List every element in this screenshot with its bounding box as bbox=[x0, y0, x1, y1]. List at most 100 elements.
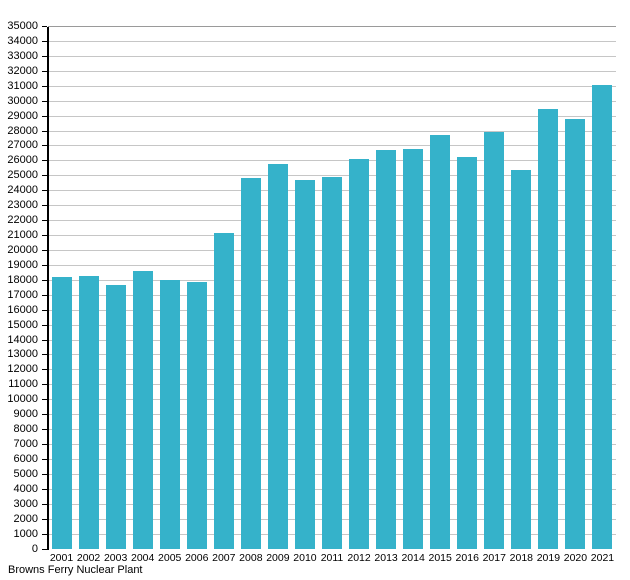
y-tick-label-2000: 2000 bbox=[13, 512, 38, 525]
y-tick-mark-22000 bbox=[42, 220, 47, 222]
bar-2006 bbox=[186, 281, 207, 549]
y-tick-label-7000: 7000 bbox=[13, 438, 38, 450]
bar-2003 bbox=[105, 284, 126, 549]
y-tick-label-3000: 3000 bbox=[13, 497, 38, 510]
gridline-31000 bbox=[48, 85, 616, 87]
y-tick-mark-2000 bbox=[42, 518, 47, 520]
y-tick-mark-8000 bbox=[42, 429, 47, 431]
bar-2010 bbox=[294, 179, 315, 549]
y-tick-mark-21000 bbox=[42, 235, 47, 236]
y-tick-mark-26000 bbox=[42, 160, 47, 162]
y-tick-mark-16000 bbox=[42, 309, 47, 311]
x-tick-label-2016: 2016 bbox=[455, 552, 479, 564]
gridline-34000 bbox=[48, 40, 616, 42]
y-tick-mark-13000 bbox=[42, 354, 47, 356]
y-tick-mark-0 bbox=[42, 548, 47, 550]
y-tick-label-11000: 11000 bbox=[8, 378, 38, 391]
y-tick-label-8000: 8000 bbox=[13, 423, 38, 436]
y-tick-mark-28000 bbox=[42, 130, 47, 132]
y-tick-label-16000: 16000 bbox=[7, 303, 38, 316]
bar-2013 bbox=[376, 150, 397, 549]
bar-2015 bbox=[430, 134, 451, 549]
y-tick-mark-35000 bbox=[42, 26, 47, 27]
bar-2021 bbox=[592, 84, 613, 549]
y-tick-label-28000: 28000 bbox=[7, 124, 38, 137]
x-tick-label-2007: 2007 bbox=[212, 552, 236, 564]
y-tick-mark-24000 bbox=[42, 190, 47, 192]
y-tick-label-18000: 18000 bbox=[7, 273, 38, 286]
gridline-32000 bbox=[48, 70, 616, 72]
bar-2011 bbox=[322, 177, 342, 549]
bar-2018 bbox=[511, 169, 532, 549]
y-tick-mark-4000 bbox=[42, 488, 47, 490]
gridline-35000 bbox=[48, 26, 616, 27]
x-tick-label-2008: 2008 bbox=[239, 552, 263, 564]
y-tick-label-13000: 13000 bbox=[7, 348, 38, 361]
y-tick-label-24000: 24000 bbox=[7, 184, 38, 197]
gridline-27000 bbox=[48, 145, 616, 147]
x-tick-label-2021: 2021 bbox=[590, 552, 615, 564]
y-tick-label-26000: 26000 bbox=[7, 154, 38, 167]
y-tick-mark-1000 bbox=[42, 533, 47, 535]
y-tick-label-6000: 6000 bbox=[13, 452, 38, 465]
y-tick-label-14000: 14000 bbox=[7, 333, 38, 346]
y-tick-mark-11000 bbox=[42, 384, 47, 386]
y-tick-label-27000: 27000 bbox=[7, 139, 38, 152]
y-tick-label-17000: 17000 bbox=[7, 288, 38, 301]
y-tick-label-25000: 25000 bbox=[7, 169, 38, 182]
y-tick-mark-30000 bbox=[42, 100, 47, 102]
bar-2002 bbox=[78, 275, 99, 549]
bar-2008 bbox=[240, 178, 261, 549]
bar-2009 bbox=[267, 163, 288, 549]
y-tick-label-35000: 35000 bbox=[7, 20, 38, 32]
x-tick-label-2005: 2005 bbox=[158, 552, 182, 564]
y-tick-label-29000: 29000 bbox=[7, 109, 38, 122]
y-tick-label-19000: 19000 bbox=[7, 258, 38, 271]
gridline-29000 bbox=[48, 115, 616, 117]
y-tick-label-34000: 34000 bbox=[7, 34, 38, 47]
y-tick-label-21000: 21000 bbox=[7, 229, 38, 241]
x-tick-label-2012: 2012 bbox=[347, 552, 371, 564]
y-tick-mark-10000 bbox=[42, 399, 47, 401]
x-tick-label-2001: 2001 bbox=[49, 552, 74, 564]
bar-2017 bbox=[484, 132, 505, 549]
x-tick-label-2010: 2010 bbox=[293, 552, 317, 564]
bar-2019 bbox=[538, 108, 559, 549]
y-tick-label-32000: 32000 bbox=[7, 64, 38, 77]
y-tick-mark-20000 bbox=[42, 249, 47, 251]
y-tick-label-20000: 20000 bbox=[7, 243, 38, 256]
y-tick-label-0: 0 bbox=[31, 542, 38, 555]
x-tick-label-2013: 2013 bbox=[374, 552, 398, 564]
bar-2001 bbox=[51, 277, 72, 549]
x-tick-label-2014: 2014 bbox=[401, 552, 425, 564]
bar-2014 bbox=[403, 148, 424, 549]
bar-2020 bbox=[565, 119, 586, 549]
y-tick-label-23000: 23000 bbox=[7, 199, 38, 212]
x-tick-label-2015: 2015 bbox=[428, 552, 452, 564]
x-tick-label-2006: 2006 bbox=[185, 552, 209, 564]
y-tick-mark-29000 bbox=[42, 115, 47, 117]
bar-2016 bbox=[457, 157, 478, 549]
y-tick-label-5000: 5000 bbox=[13, 467, 38, 480]
y-tick-label-33000: 33000 bbox=[7, 49, 38, 62]
y-axis-spine bbox=[47, 26, 49, 550]
y-tick-mark-32000 bbox=[42, 70, 47, 72]
y-tick-mark-14000 bbox=[42, 339, 47, 341]
x-tick-label-2019: 2019 bbox=[536, 552, 561, 564]
gridline-28000 bbox=[48, 130, 616, 132]
y-tick-mark-15000 bbox=[42, 324, 47, 326]
y-tick-label-10000: 10000 bbox=[7, 393, 38, 406]
y-tick-label-1000: 1000 bbox=[13, 527, 38, 540]
bar-2004 bbox=[132, 271, 153, 549]
y-tick-mark-7000 bbox=[42, 444, 47, 445]
y-tick-mark-5000 bbox=[42, 473, 47, 475]
y-tick-mark-12000 bbox=[42, 369, 47, 371]
y-tick-mark-18000 bbox=[42, 279, 47, 281]
x-tick-label-2018: 2018 bbox=[509, 552, 533, 564]
x-tick-label-2009: 2009 bbox=[266, 552, 290, 564]
gridline-30000 bbox=[48, 100, 616, 102]
y-tick-mark-9000 bbox=[42, 414, 47, 416]
y-tick-label-31000: 31000 bbox=[7, 79, 38, 92]
y-tick-label-22000: 22000 bbox=[7, 214, 38, 227]
